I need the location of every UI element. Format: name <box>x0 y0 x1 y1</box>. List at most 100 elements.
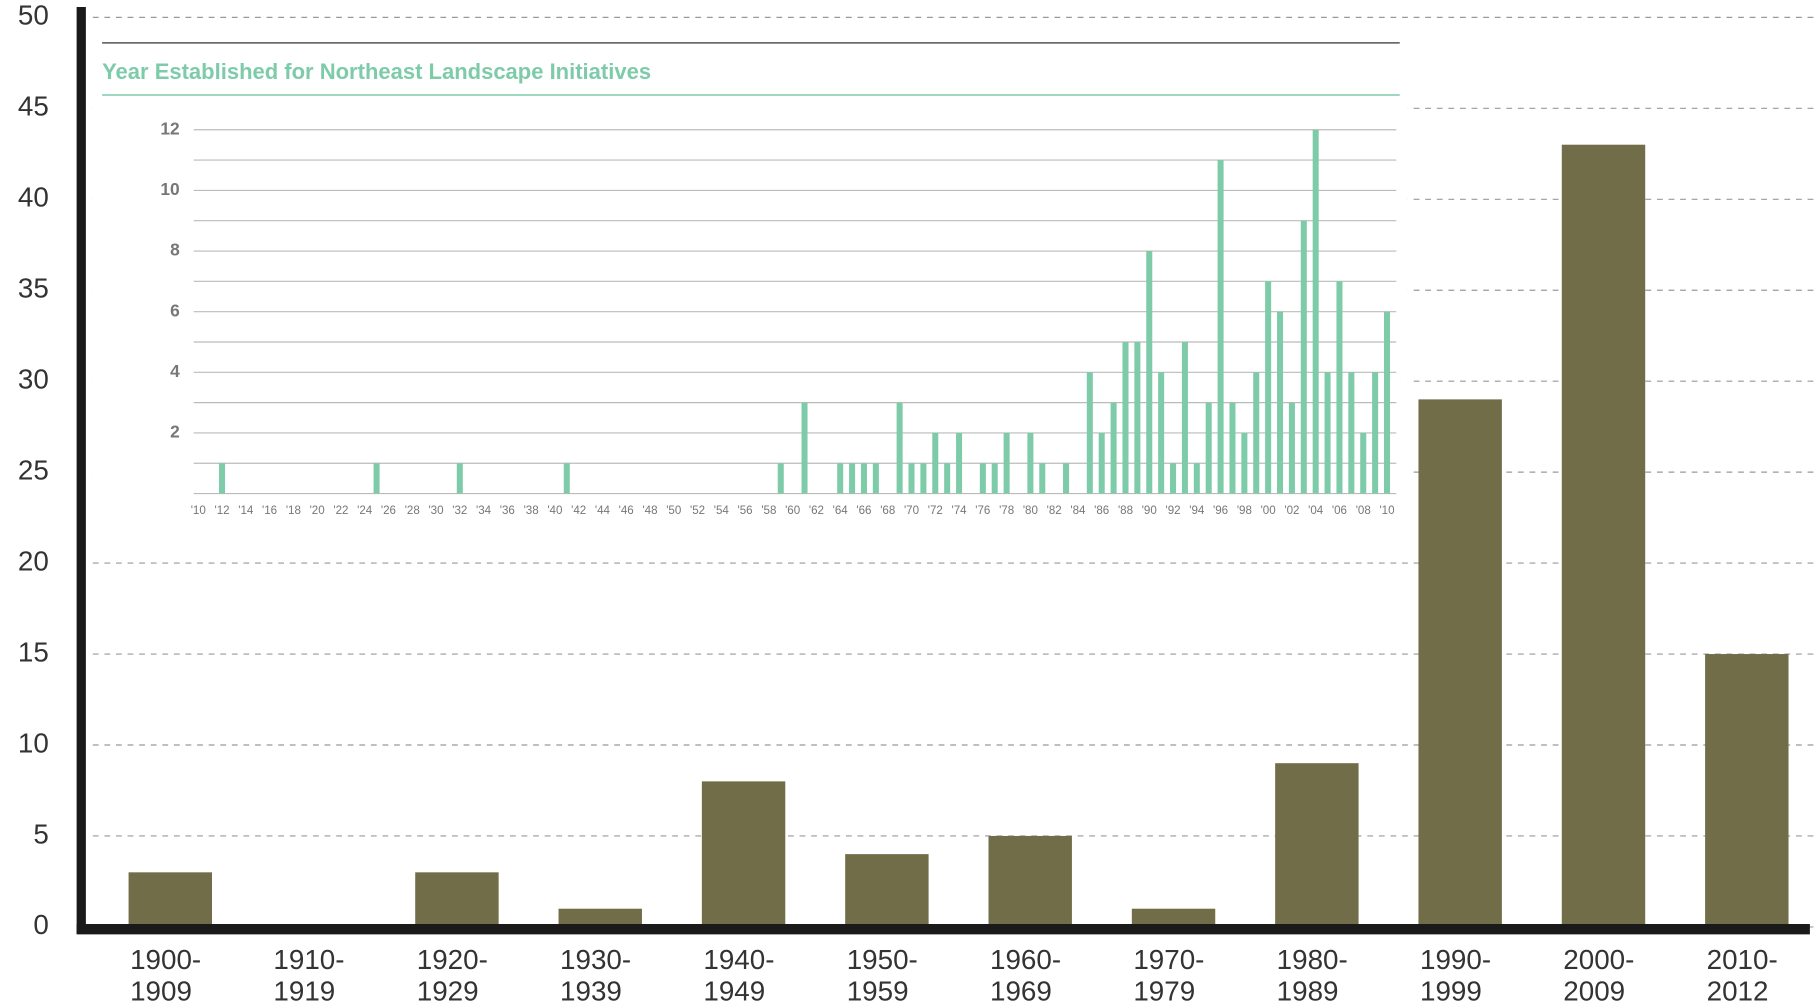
y-tick-label: 8 <box>170 240 180 260</box>
bar <box>872 463 879 494</box>
bar <box>1110 402 1117 494</box>
x-tick-label: '90 <box>1142 505 1157 517</box>
x-tick-label: '44 <box>595 505 611 517</box>
bar <box>1134 341 1141 494</box>
bar <box>1146 251 1153 494</box>
bar <box>1275 763 1359 927</box>
bar <box>908 463 915 494</box>
x-tick-label: '68 <box>880 505 895 517</box>
bar <box>956 432 963 494</box>
x-tick-label: '58 <box>761 505 776 517</box>
y-tick-label: 20 <box>18 545 49 576</box>
x-tick-label: 1960- <box>990 944 1061 975</box>
bar <box>1170 463 1177 494</box>
x-tick-label: 1990- <box>1420 944 1491 975</box>
x-tick-label: '96 <box>1213 505 1228 517</box>
x-tick-label: 1989 <box>1277 975 1339 1006</box>
x-tick-label: '20 <box>310 505 325 517</box>
x-tick-label: '66 <box>856 505 871 517</box>
x-tick-label: '46 <box>619 505 634 517</box>
x-tick-label: '22 <box>333 505 348 517</box>
x-tick-label: 1909 <box>130 975 192 1006</box>
bar <box>1193 463 1200 494</box>
x-tick-label: 1979 <box>1133 975 1195 1006</box>
bar <box>849 463 856 494</box>
x-tick-label: '48 <box>642 505 657 517</box>
x-tick-label: '10 <box>191 505 206 517</box>
y-tick-label: 25 <box>18 454 49 485</box>
y-tick-label: 35 <box>18 273 49 304</box>
x-tick-label: '02 <box>1284 505 1299 517</box>
y-tick-label: 5 <box>33 818 48 849</box>
bar <box>128 872 212 927</box>
bar <box>1288 402 1295 494</box>
bar <box>1027 432 1034 494</box>
bar <box>1098 432 1105 494</box>
y-tick-label: 0 <box>33 909 48 940</box>
bar <box>415 872 499 927</box>
x-tick-label: '52 <box>690 505 705 517</box>
x-tick-label: '88 <box>1118 505 1133 517</box>
bar <box>801 402 808 494</box>
x-tick-label: '34 <box>476 505 492 517</box>
bar <box>837 463 844 494</box>
bar <box>896 402 903 494</box>
bar <box>456 463 463 494</box>
bar <box>1265 281 1272 494</box>
x-tick-label: '62 <box>809 505 824 517</box>
bar <box>860 463 867 494</box>
x-tick-label: '64 <box>833 505 849 517</box>
y-tick-label: 15 <box>18 636 49 667</box>
x-tick-label: 2010- <box>1707 944 1778 975</box>
bar <box>1705 654 1789 927</box>
bar <box>1312 129 1319 494</box>
bar <box>1360 432 1367 494</box>
x-tick-label: 2000- <box>1563 944 1634 975</box>
y-tick-label: 12 <box>160 118 179 138</box>
x-tick-label: 1999 <box>1420 975 1482 1006</box>
x-tick-label: 1920- <box>417 944 488 975</box>
bar <box>1241 432 1248 494</box>
bar <box>979 463 986 494</box>
x-tick-label: '04 <box>1308 505 1324 517</box>
bar <box>1086 372 1093 494</box>
x-tick-label: 1970- <box>1133 944 1204 975</box>
x-tick-label: '32 <box>452 505 467 517</box>
bar <box>1003 432 1010 494</box>
bar <box>1336 281 1343 494</box>
bar <box>777 463 784 494</box>
x-tick-label: '00 <box>1261 505 1276 517</box>
bar <box>558 908 642 927</box>
x-tick-label: '28 <box>405 505 420 517</box>
x-tick-label: '12 <box>214 505 229 517</box>
bar <box>1561 144 1646 927</box>
bar <box>1383 311 1391 494</box>
x-tick-label: '16 <box>262 505 277 517</box>
x-tick-label: '70 <box>904 505 919 517</box>
x-tick-label: '14 <box>238 505 254 517</box>
x-tick-label: '94 <box>1189 505 1205 517</box>
bar <box>1205 402 1212 494</box>
bar <box>1418 399 1502 927</box>
x-tick-label: '82 <box>1047 505 1062 517</box>
bar <box>1158 372 1165 494</box>
x-tick-label: '06 <box>1332 505 1347 517</box>
bar <box>1217 160 1224 494</box>
inset-title: Year Established for Northeast Landscape… <box>102 59 651 84</box>
x-tick-label: '36 <box>500 505 515 517</box>
bar <box>1253 372 1260 494</box>
x-tick-label: '92 <box>1165 505 1180 517</box>
x-tick-label: '74 <box>952 505 968 517</box>
x-tick-label: '54 <box>714 505 730 517</box>
x-tick-label: '78 <box>999 505 1014 517</box>
x-tick-label: '42 <box>571 505 586 517</box>
x-tick-label: '72 <box>928 505 943 517</box>
bar <box>1122 341 1129 494</box>
x-tick-label: '56 <box>738 505 753 517</box>
x-tick-label: 1929 <box>417 975 479 1006</box>
y-tick-label: 50 <box>18 0 49 31</box>
x-tick-label: 1969 <box>990 975 1052 1006</box>
bar <box>1181 341 1188 494</box>
